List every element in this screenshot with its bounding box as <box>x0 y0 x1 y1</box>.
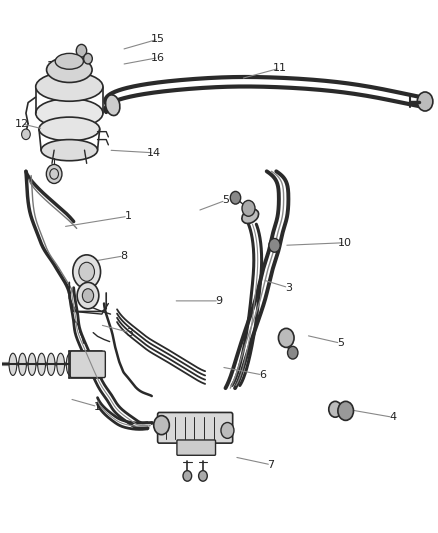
Circle shape <box>73 255 101 289</box>
Circle shape <box>76 44 87 57</box>
Text: 2: 2 <box>202 433 209 443</box>
Circle shape <box>279 328 294 348</box>
Circle shape <box>338 401 353 421</box>
Text: 1: 1 <box>94 402 101 411</box>
Text: 9: 9 <box>215 296 223 306</box>
Text: 8: 8 <box>120 251 127 261</box>
Ellipse shape <box>47 353 55 375</box>
Text: 14: 14 <box>147 148 161 158</box>
Circle shape <box>21 129 30 140</box>
Circle shape <box>230 191 241 204</box>
Ellipse shape <box>18 353 26 375</box>
Text: 16: 16 <box>151 53 165 62</box>
Text: 5: 5 <box>222 196 229 205</box>
Ellipse shape <box>38 353 46 375</box>
Circle shape <box>242 200 255 216</box>
Ellipse shape <box>36 99 103 128</box>
FancyBboxPatch shape <box>177 440 215 455</box>
Text: 13: 13 <box>47 61 61 70</box>
Circle shape <box>221 423 234 438</box>
Circle shape <box>84 53 92 64</box>
Text: 4: 4 <box>389 412 396 422</box>
FancyBboxPatch shape <box>158 413 233 443</box>
Circle shape <box>183 471 192 481</box>
Ellipse shape <box>242 209 258 223</box>
Circle shape <box>287 346 298 359</box>
Circle shape <box>77 282 99 309</box>
Text: 5: 5 <box>337 338 344 348</box>
FancyBboxPatch shape <box>70 351 105 377</box>
Ellipse shape <box>39 117 100 141</box>
Ellipse shape <box>28 353 36 375</box>
Ellipse shape <box>46 57 92 83</box>
Circle shape <box>154 416 170 435</box>
Ellipse shape <box>36 72 103 101</box>
Circle shape <box>79 262 95 281</box>
Text: 15: 15 <box>151 34 165 44</box>
Ellipse shape <box>55 53 83 69</box>
Circle shape <box>198 471 207 481</box>
Circle shape <box>46 165 62 183</box>
Text: 6: 6 <box>259 370 266 380</box>
Text: 10: 10 <box>338 238 352 248</box>
Text: 11: 11 <box>273 63 287 73</box>
Text: 1: 1 <box>124 211 131 221</box>
Circle shape <box>269 238 280 252</box>
Text: 12: 12 <box>14 119 28 128</box>
Circle shape <box>329 401 342 417</box>
Ellipse shape <box>9 353 17 375</box>
Text: 3: 3 <box>127 328 134 337</box>
Ellipse shape <box>41 140 98 161</box>
Ellipse shape <box>66 353 74 375</box>
Text: 7: 7 <box>268 460 275 470</box>
Circle shape <box>417 92 433 111</box>
Circle shape <box>82 289 94 302</box>
Ellipse shape <box>57 353 64 375</box>
Text: 3: 3 <box>285 282 292 293</box>
Ellipse shape <box>106 95 120 116</box>
